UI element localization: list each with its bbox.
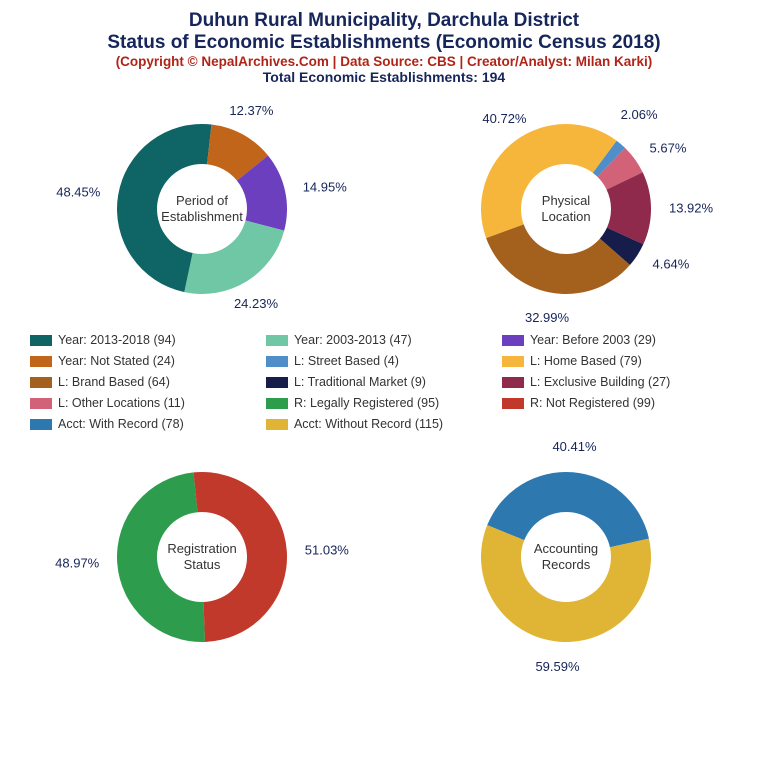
copyright-line: (Copyright © NepalArchives.Com | Data So… (20, 54, 748, 69)
legend-swatch (502, 398, 524, 409)
legend-item: R: Legally Registered (95) (266, 393, 502, 413)
legend-label: R: Not Registered (99) (530, 393, 655, 413)
legend-swatch (266, 398, 288, 409)
legend-item: L: Exclusive Building (27) (502, 372, 738, 392)
donut-center-label: AccountingRecords (521, 540, 611, 573)
legend-label: Year: Not Stated (24) (58, 351, 175, 371)
donut-pct-label: 13.92% (669, 200, 713, 215)
title-block: Duhun Rural Municipality, Darchula Distr… (20, 10, 748, 85)
donut-pct-label: 59.59% (535, 659, 579, 674)
charts-row-top: Period ofEstablishment 48.45% 12.37% 14.95%… (20, 91, 748, 326)
legend-item: Year: 2013-2018 (94) (30, 330, 266, 350)
chart-registration: RegistrationStatus 48.97% 51.03% (32, 439, 372, 674)
legend-item: Acct: Without Record (115) (266, 414, 502, 434)
donut-pct-label: 40.72% (482, 111, 526, 126)
donut-pct-label: 14.95% (303, 179, 347, 194)
legend-swatch (30, 335, 52, 346)
legend-item: Year: Not Stated (24) (30, 351, 266, 371)
donut-pct-label: 48.97% (55, 556, 99, 571)
legend-swatch (502, 356, 524, 367)
donut-center-label: PhysicalLocation (521, 192, 611, 225)
donut-center-label: RegistrationStatus (157, 540, 247, 573)
donut-pct-label: 12.37% (229, 103, 273, 118)
legend-item: L: Brand Based (64) (30, 372, 266, 392)
title-line-2: Status of Economic Establishments (Econo… (20, 32, 748, 54)
donut-slice (184, 220, 284, 294)
donut-pct-label: 32.99% (525, 310, 569, 325)
legend-label: Acct: Without Record (115) (294, 414, 443, 434)
legend-swatch (30, 377, 52, 388)
legend-swatch (30, 356, 52, 367)
legend-label: L: Brand Based (64) (58, 372, 170, 392)
total-line: Total Economic Establishments: 194 (20, 69, 748, 85)
legend-swatch (266, 335, 288, 346)
legend-item: L: Street Based (4) (266, 351, 502, 371)
donut-pct-label: 2.06% (621, 107, 658, 122)
legend: Year: 2013-2018 (94) Year: 2003-2013 (47)… (30, 330, 738, 435)
legend-item: L: Traditional Market (9) (266, 372, 502, 392)
legend-swatch (266, 419, 288, 430)
legend-swatch (502, 335, 524, 346)
legend-label: L: Exclusive Building (27) (530, 372, 670, 392)
legend-item: Year: 2003-2013 (47) (266, 330, 502, 350)
chart-location: PhysicalLocation 40.72% 2.06% 5.67% 13.92% 4.… (396, 91, 736, 326)
legend-label: Acct: With Record (78) (58, 414, 184, 434)
legend-label: L: Other Locations (11) (58, 393, 185, 413)
donut-pct-label: 51.03% (305, 542, 349, 557)
legend-label: R: Legally Registered (95) (294, 393, 439, 413)
donut-pct-label: 48.45% (56, 185, 100, 200)
legend-swatch (30, 419, 52, 430)
legend-swatch (502, 377, 524, 388)
legend-label: Year: 2013-2018 (94) (58, 330, 176, 350)
title-line-1: Duhun Rural Municipality, Darchula Distr… (20, 10, 748, 32)
donut-center-label: Period ofEstablishment (157, 192, 247, 225)
legend-item: Year: Before 2003 (29) (502, 330, 738, 350)
charts-row-bottom: RegistrationStatus 48.97% 51.03% Accountin… (20, 439, 748, 674)
legend-label: L: Home Based (79) (530, 351, 642, 371)
legend-swatch (266, 356, 288, 367)
legend-swatch (30, 398, 52, 409)
legend-label: Year: 2003-2013 (47) (294, 330, 412, 350)
legend-swatch (266, 377, 288, 388)
legend-label: Year: Before 2003 (29) (530, 330, 656, 350)
donut-pct-label: 40.41% (552, 439, 596, 454)
legend-label: L: Traditional Market (9) (294, 372, 426, 392)
donut-pct-label: 24.23% (234, 296, 278, 311)
donut-pct-label: 5.67% (650, 141, 687, 156)
legend-item: L: Other Locations (11) (30, 393, 266, 413)
donut-pct-label: 4.64% (652, 257, 689, 272)
legend-label: L: Street Based (4) (294, 351, 399, 371)
legend-item: L: Home Based (79) (502, 351, 738, 371)
legend-item: R: Not Registered (99) (502, 393, 738, 413)
legend-item: Acct: With Record (78) (30, 414, 266, 434)
chart-period: Period ofEstablishment 48.45% 12.37% 14.95%… (32, 91, 372, 326)
chart-accounting: AccountingRecords 40.41% 59.59% (396, 439, 736, 674)
